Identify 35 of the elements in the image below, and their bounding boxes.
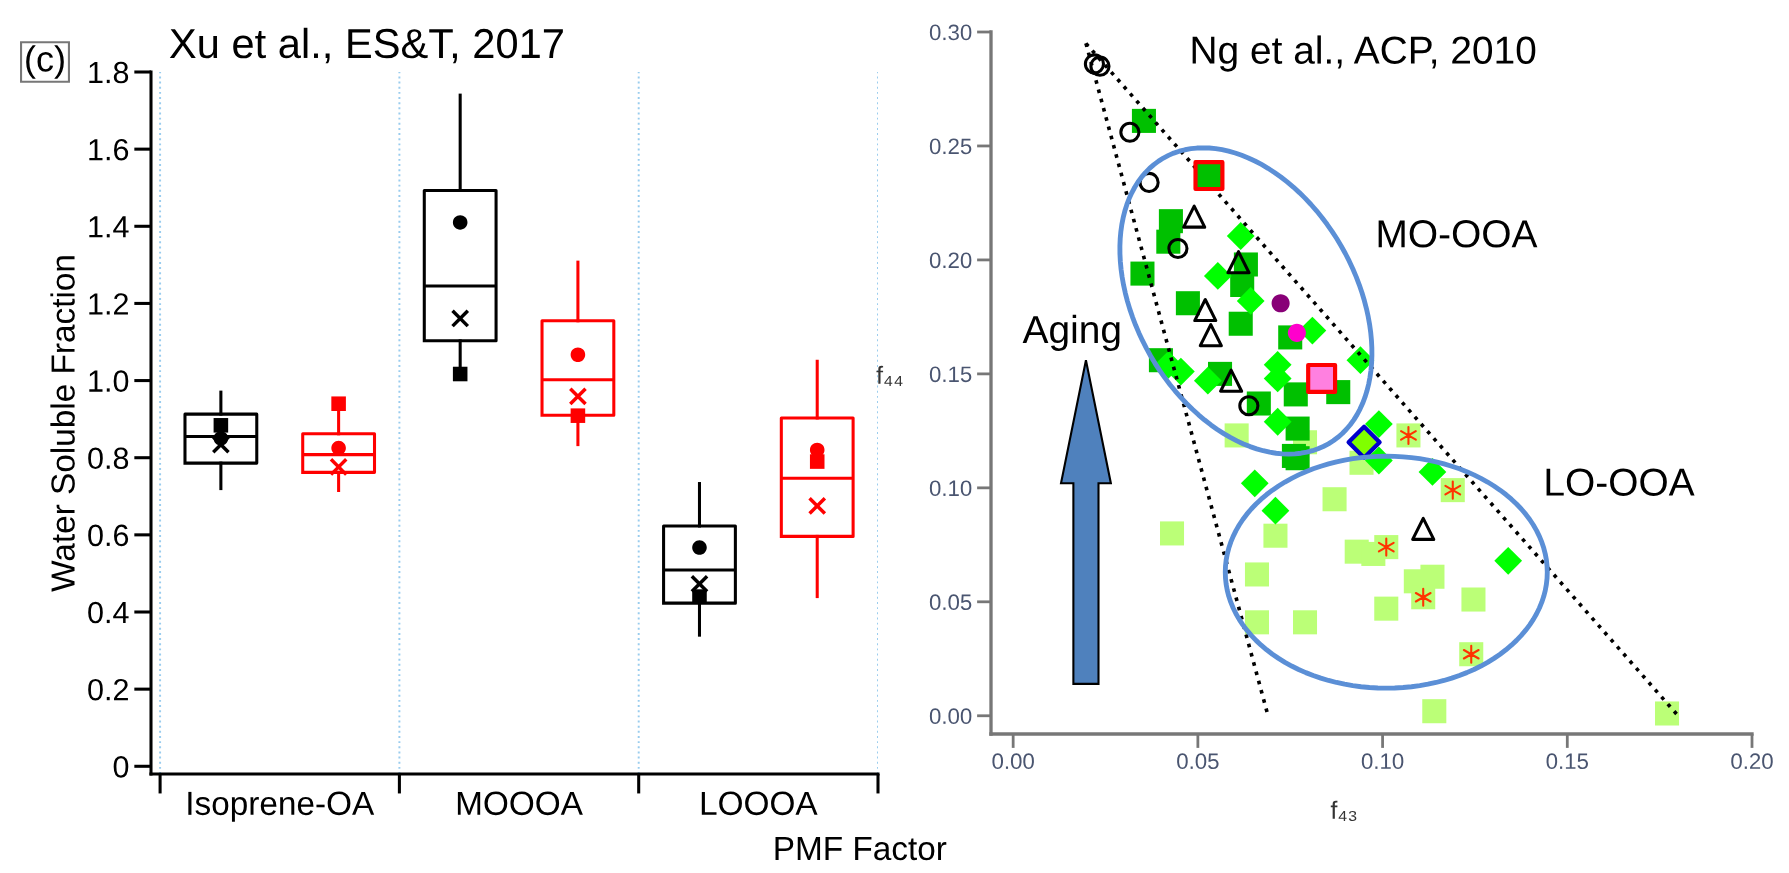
x-tick-label: 0.00 [992,753,1034,770]
x-axis-title: f₄₃ [1330,800,1357,822]
y-tick-label: 1.0 [89,370,129,392]
y-tick-label: 0.20 [929,252,972,269]
x-tick-label: 0.05 [1177,753,1219,770]
y-tick-label: 0.8 [88,447,129,470]
y-axis-title: Water Soluble Fraction [50,256,75,592]
x-tick-label: Isoprene-OA [188,791,375,822]
chart-title: Ng et al., ACP, 2010 [1192,35,1536,72]
annotation: LO-OOA [1546,468,1695,496]
y-tick-label: 1.4 [89,216,129,238]
x-tick-label: 0.15 [1546,753,1588,770]
y-tick-label: 1.8 [89,61,129,84]
y-tick-label: 0.15 [929,366,972,383]
annotation: MO-OOA [1378,220,1538,248]
y-axis-title: f₄₄ [876,365,903,386]
y-tick-label: 0.6 [88,524,129,547]
y-tick-label: 0.05 [929,594,972,611]
y-tick-label: 0.00 [929,708,972,725]
y-tick-label: 0.25 [929,138,972,155]
y-tick-label: 0.30 [929,24,972,41]
text: (c) [26,45,64,79]
annotation: Aging [1022,314,1120,351]
y-tick-label: 0 [113,756,129,778]
y-tick-label: 1.2 [89,293,128,315]
x-tick-label: LOOOA [701,791,818,816]
x-tick-label: MOOOA [457,791,583,816]
y-tick-label: 0.10 [929,480,972,497]
y-tick-label: 1.6 [89,138,129,161]
y-tick-label: 0.2 [88,678,128,701]
chart-title: Xu et al., ES&T, 2017 [169,27,563,64]
x-axis-title: PMF Factor [775,837,947,861]
x-tick-label: 0.10 [1361,753,1404,770]
y-tick-label: 0.4 [88,601,129,624]
x-tick-label: 0.20 [1731,753,1773,770]
